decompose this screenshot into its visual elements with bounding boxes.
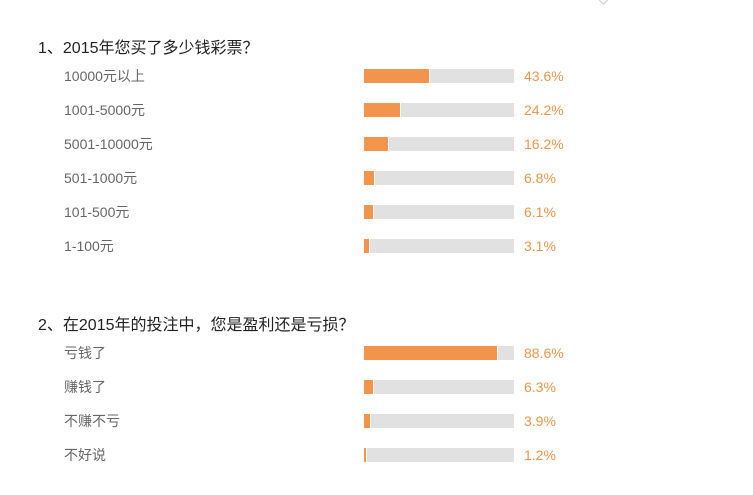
option-percent: 6.1% xyxy=(524,204,556,220)
option-percent: 3.1% xyxy=(524,238,556,254)
option-percent: 88.6% xyxy=(524,345,564,361)
progress-bar-fill xyxy=(364,346,498,360)
progress-bar-fill xyxy=(364,380,374,394)
progress-bar-track xyxy=(364,205,514,219)
result-row: 1001-5000元 24.2% xyxy=(0,100,753,120)
question-title: 1、2015年您买了多少钱彩票？ xyxy=(38,40,259,57)
result-row: 不赚不亏 3.9% xyxy=(0,411,753,431)
option-label: 1-100元 xyxy=(64,238,114,254)
result-row: 亏钱了 88.6% xyxy=(0,343,753,363)
progress-bar-track xyxy=(364,448,514,462)
result-row: 501-1000元 6.8% xyxy=(0,168,753,188)
option-percent: 3.9% xyxy=(524,413,556,429)
progress-bar-fill xyxy=(364,103,401,117)
progress-bar-fill xyxy=(364,171,375,185)
result-row: 10000元以上 43.6% xyxy=(0,66,753,86)
question-title: 2、在2015年的投注中，您是盈利还是亏损？ xyxy=(38,317,355,334)
option-percent: 16.2% xyxy=(524,136,564,152)
progress-bar-track xyxy=(364,69,514,83)
progress-bar-fill xyxy=(364,239,370,253)
result-row: 101-500元 6.1% xyxy=(0,202,753,222)
progress-bar-track xyxy=(364,137,514,151)
option-label: 1001-5000元 xyxy=(64,102,145,118)
option-percent: 1.2% xyxy=(524,447,556,463)
option-percent: 43.6% xyxy=(524,68,564,84)
option-label: 10000元以上 xyxy=(64,68,145,84)
option-label: 不好说 xyxy=(64,447,106,463)
progress-bar-fill xyxy=(364,137,389,151)
result-row: 赚钱了 6.3% xyxy=(0,377,753,397)
option-label: 不赚不亏 xyxy=(64,413,120,429)
option-label: 赚钱了 xyxy=(64,379,106,395)
progress-bar-track xyxy=(364,171,514,185)
progress-bar-fill xyxy=(364,448,367,462)
progress-bar-track xyxy=(364,380,514,394)
progress-bar-track xyxy=(364,346,514,360)
result-row: 1-100元 3.1% xyxy=(0,236,753,256)
option-percent: 24.2% xyxy=(524,102,564,118)
option-percent: 6.8% xyxy=(524,170,556,186)
progress-bar-fill xyxy=(364,69,430,83)
result-row: 5001-10000元 16.2% xyxy=(0,134,753,154)
progress-bar-track xyxy=(364,103,514,117)
progress-bar-track xyxy=(364,414,514,428)
progress-bar-track xyxy=(364,239,514,253)
tooltip-caret-icon xyxy=(597,0,610,5)
option-label: 亏钱了 xyxy=(64,345,106,361)
progress-bar-fill xyxy=(364,414,371,428)
option-label: 101-500元 xyxy=(64,204,130,220)
option-label: 5001-10000元 xyxy=(64,136,153,152)
option-label: 501-1000元 xyxy=(64,170,138,186)
progress-bar-fill xyxy=(364,205,374,219)
option-percent: 6.3% xyxy=(524,379,556,395)
result-row: 不好说 1.2% xyxy=(0,445,753,465)
